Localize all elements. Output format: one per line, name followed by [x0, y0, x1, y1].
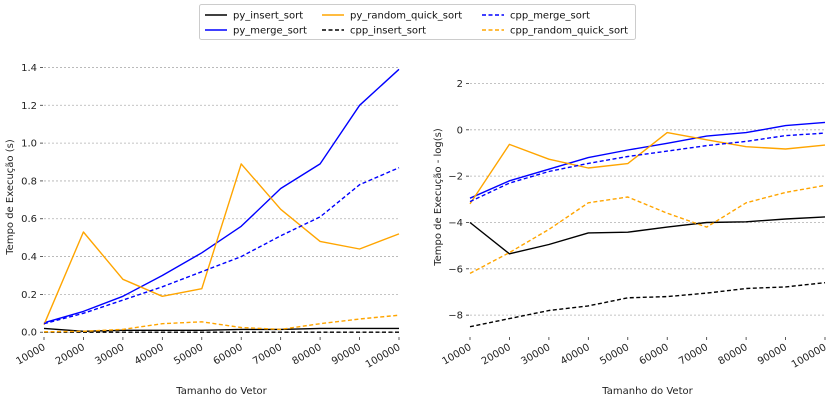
y-tick-label: 0.4 — [21, 252, 37, 263]
y-tick-label: 0 — [457, 125, 463, 136]
x-tick-label: 80000 — [717, 342, 750, 367]
y-tick-label: −8 — [448, 311, 463, 322]
series-line-py-merge-sort — [469, 121, 826, 199]
legend-label-py-random-quick-sort: py_random_quick_sort — [350, 11, 462, 22]
x-tick-label: 20000 — [480, 342, 513, 367]
legend: py_insert_sort py_merge_sort py_random_qui… — [199, 4, 636, 40]
x-tick-label: 40000 — [559, 342, 592, 367]
y-tick-label: 0.8 — [21, 176, 37, 187]
x-tick-label: 50000 — [598, 342, 631, 367]
x-tick-label: 10000 — [14, 342, 47, 367]
legend-label-py-insert-sort: py_insert_sort — [233, 11, 303, 22]
legend-frame — [199, 4, 636, 40]
x-tick-label: 70000 — [251, 342, 284, 367]
y-tick-label: 1.4 — [21, 63, 37, 74]
y-tick-label: −2 — [448, 172, 463, 183]
log-time-chart: −8 −6 −4 −2 0 2 10000 20000 30000 40000 50000 60000… — [433, 79, 829, 397]
series-line-cpp-random-quick-sort — [43, 314, 400, 333]
x-axis-label: Tamanho do Vetor — [175, 386, 267, 397]
series-line-py-random-quick-sort — [469, 131, 826, 205]
x-tick-label: 100000 — [364, 342, 403, 371]
x-tick-label: 60000 — [638, 342, 671, 367]
legend-label-py-merge-sort: py_merge_sort — [233, 26, 307, 37]
y-tick-label: −4 — [448, 218, 463, 229]
series-line-py-insert-sort — [469, 216, 826, 255]
y-tick-label: −6 — [448, 264, 463, 275]
series-line-cpp-merge-sort — [469, 132, 826, 203]
series-line-cpp-merge-sort — [43, 167, 400, 325]
x-tick-label: 60000 — [212, 342, 245, 367]
series-line-cpp-insert-sort — [469, 282, 826, 328]
series-line-py-merge-sort — [43, 68, 400, 324]
x-tick-label: 100000 — [790, 342, 829, 371]
series-line-cpp-random-quick-sort — [469, 184, 826, 275]
x-tick-label: 80000 — [291, 342, 324, 367]
legend-label-cpp-insert-sort: cpp_insert_sort — [350, 26, 426, 37]
y-tick-label: 1.0 — [21, 139, 37, 150]
x-tick-label: 70000 — [677, 342, 710, 367]
y-axis-label: Tempo de Execução - log(s) — [433, 128, 444, 267]
x-tick-label: 30000 — [93, 342, 126, 367]
x-tick-label: 90000 — [330, 342, 363, 367]
linear-time-chart: 0.0 0.2 0.4 0.6 0.8 1.0 1.2 1.4 10000 20000 30000 4… — [5, 63, 403, 397]
y-tick-label: 0.6 — [21, 214, 37, 225]
x-tick-label: 20000 — [54, 342, 87, 367]
y-tick-label: 1.2 — [21, 101, 37, 112]
x-tick-label: 90000 — [756, 342, 789, 367]
legend-label-cpp-merge-sort: cpp_merge_sort — [510, 11, 590, 22]
x-axis-label: Tamanho do Vetor — [601, 386, 693, 397]
y-tick-label: 2 — [457, 79, 463, 90]
y-tick-label: 0.0 — [21, 328, 37, 339]
x-tick-label: 40000 — [133, 342, 166, 367]
y-axis-label: Tempo de Execução (s) — [5, 139, 16, 256]
series-line-py-random-quick-sort — [43, 163, 400, 325]
x-tick-label: 10000 — [440, 342, 473, 367]
x-tick-label: 30000 — [519, 342, 552, 367]
legend-label-cpp-random-quick-sort: cpp_random_quick_sort — [510, 26, 628, 37]
x-tick-label: 50000 — [172, 342, 205, 367]
y-tick-label: 0.2 — [21, 290, 37, 301]
